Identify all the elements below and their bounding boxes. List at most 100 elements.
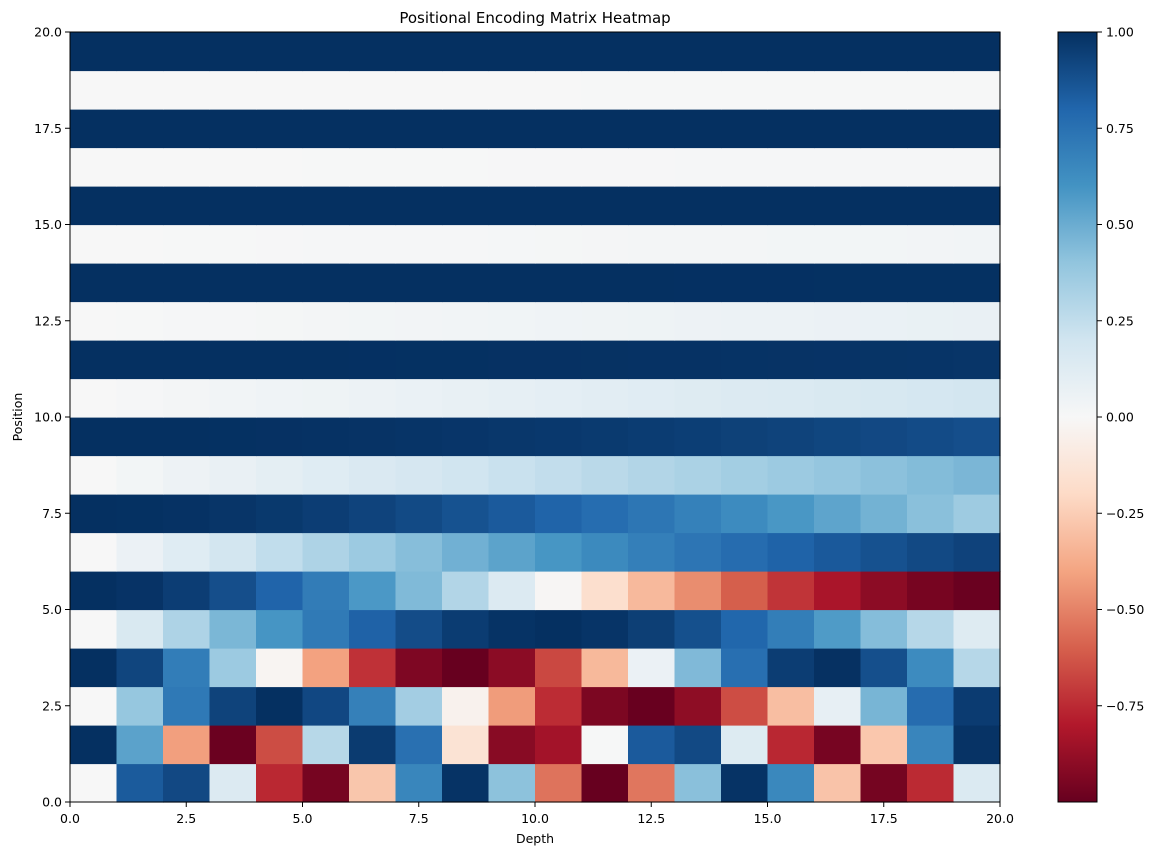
heatmap-cell — [907, 70, 955, 110]
heatmap-cell — [302, 532, 350, 572]
y-tick-label: 2.5 — [42, 698, 62, 713]
y-tick-label: 17.5 — [34, 121, 62, 136]
heatmap-cell — [721, 571, 769, 611]
heatmap-cell — [767, 725, 815, 765]
heatmap-cell — [256, 725, 304, 765]
heatmap-cell — [209, 32, 257, 72]
heatmap-cell — [209, 186, 257, 226]
heatmap-cell — [581, 686, 629, 726]
heatmap-cell — [163, 417, 211, 457]
heatmap-cell — [70, 763, 118, 803]
heatmap-cell — [535, 532, 583, 572]
heatmap-cell — [860, 147, 908, 187]
colorbar-tick-label: −0.50 — [1106, 602, 1144, 617]
heatmap-cell — [535, 763, 583, 803]
heatmap-cell — [442, 763, 490, 803]
heatmap-cell — [163, 455, 211, 495]
heatmap-cell — [116, 571, 164, 611]
heatmap-cell — [395, 532, 443, 572]
heatmap-cell — [814, 417, 862, 457]
heatmap-cell — [349, 686, 397, 726]
heatmap-cell — [953, 609, 1001, 649]
heatmap-cell — [488, 263, 536, 303]
heatmap-cell — [488, 340, 536, 380]
heatmap-cell — [116, 763, 164, 803]
heatmap-cell — [628, 378, 676, 418]
heatmap-cell — [442, 109, 490, 149]
heatmap-cell — [209, 609, 257, 649]
heatmap-cell — [488, 224, 536, 264]
heatmap-cell — [907, 725, 955, 765]
heatmap-cell — [535, 609, 583, 649]
heatmap-cell — [70, 686, 118, 726]
heatmap-cell — [953, 417, 1001, 457]
heatmap-cell — [209, 147, 257, 187]
heatmap-cell — [907, 648, 955, 688]
heatmap-cell — [721, 340, 769, 380]
heatmap-cell — [814, 224, 862, 264]
heatmap-cell — [209, 301, 257, 341]
heatmap-cell — [628, 648, 676, 688]
heatmap-cell — [395, 609, 443, 649]
heatmap-cell — [907, 301, 955, 341]
heatmap-cell — [442, 494, 490, 534]
heatmap-cell — [581, 648, 629, 688]
heatmap-cell — [628, 763, 676, 803]
heatmap-cell — [535, 32, 583, 72]
heatmap-cell — [581, 109, 629, 149]
colorbar-tick-label: 1.00 — [1106, 25, 1134, 40]
heatmap-cell — [814, 32, 862, 72]
heatmap-cell — [395, 186, 443, 226]
heatmap-cell — [674, 301, 722, 341]
heatmap-cell — [209, 378, 257, 418]
heatmap-cell — [163, 263, 211, 303]
heatmap-cell — [349, 147, 397, 187]
heatmap-cell — [70, 186, 118, 226]
heatmap-cell — [814, 609, 862, 649]
heatmap-cell — [442, 455, 490, 495]
heatmap-cell — [256, 109, 304, 149]
heatmap-cell — [814, 340, 862, 380]
heatmap-cell — [814, 455, 862, 495]
heatmap-cell — [674, 609, 722, 649]
heatmap-cell — [721, 186, 769, 226]
y-tick-label: 12.5 — [34, 313, 62, 328]
heatmap-cell — [674, 186, 722, 226]
heatmap-cell — [302, 763, 350, 803]
heatmap-cell — [628, 186, 676, 226]
heatmap-cell — [628, 263, 676, 303]
heatmap-cell — [395, 455, 443, 495]
heatmap-cell — [442, 147, 490, 187]
heatmap-cell — [70, 301, 118, 341]
x-tick-label: 12.5 — [637, 811, 665, 826]
heatmap-cell — [953, 725, 1001, 765]
heatmap-cell — [163, 301, 211, 341]
heatmap-cell — [581, 455, 629, 495]
colorbar-tick-label: 0.75 — [1106, 121, 1134, 136]
heatmap-cell — [535, 648, 583, 688]
heatmap-cell — [767, 532, 815, 572]
heatmap-cell — [581, 763, 629, 803]
heatmap-cell — [302, 378, 350, 418]
heatmap-cell — [395, 263, 443, 303]
heatmap-cell — [302, 147, 350, 187]
heatmap-cell — [256, 186, 304, 226]
heatmap-cell — [302, 70, 350, 110]
heatmap-cell — [953, 263, 1001, 303]
heatmap-cell — [674, 70, 722, 110]
x-tick-label: 5.0 — [293, 811, 313, 826]
heatmap-cell — [628, 494, 676, 534]
heatmap-cell — [442, 32, 490, 72]
colorbar-tick-label: 0.50 — [1106, 217, 1134, 232]
heatmap-cell — [70, 109, 118, 149]
heatmap-cell — [488, 494, 536, 534]
x-tick-label: 7.5 — [409, 811, 429, 826]
heatmap-cell — [628, 301, 676, 341]
heatmap-cell — [721, 378, 769, 418]
heatmap-cell — [349, 455, 397, 495]
heatmap-cell — [860, 455, 908, 495]
heatmap-cell — [349, 378, 397, 418]
heatmap-cell — [628, 609, 676, 649]
heatmap-cell — [767, 224, 815, 264]
heatmap-cell — [488, 147, 536, 187]
